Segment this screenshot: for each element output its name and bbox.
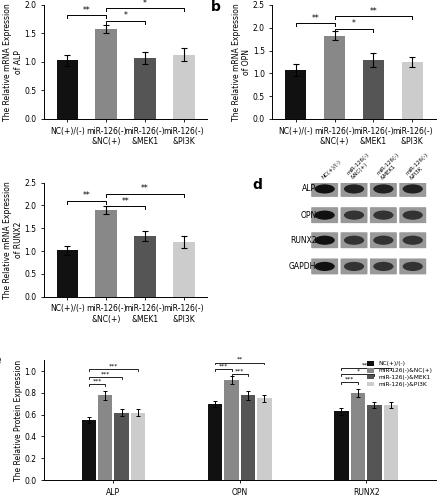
- Text: ***: ***: [345, 376, 354, 382]
- Ellipse shape: [315, 236, 335, 245]
- Text: RUNX2: RUNX2: [290, 236, 316, 244]
- Ellipse shape: [344, 184, 364, 194]
- Bar: [134, 58, 156, 119]
- Ellipse shape: [403, 236, 423, 245]
- FancyBboxPatch shape: [341, 181, 367, 197]
- Ellipse shape: [403, 262, 423, 271]
- FancyBboxPatch shape: [370, 232, 397, 248]
- Text: **: **: [237, 357, 243, 362]
- FancyBboxPatch shape: [399, 181, 426, 197]
- Legend: NC(+)/(-), miR-126(-)&NC(+), miR-126(-)&MEK1, miR-126(-)&PI3K: NC(+)/(-), miR-126(-)&NC(+), miR-126(-)&…: [365, 358, 435, 390]
- Bar: [57, 250, 78, 296]
- Bar: [81, 420, 96, 480]
- FancyBboxPatch shape: [311, 258, 338, 274]
- Text: *: *: [143, 0, 147, 8]
- FancyBboxPatch shape: [370, 181, 397, 197]
- Ellipse shape: [373, 236, 393, 245]
- FancyBboxPatch shape: [399, 232, 426, 248]
- Text: ***: ***: [109, 364, 118, 368]
- Ellipse shape: [315, 262, 335, 271]
- Ellipse shape: [373, 262, 393, 271]
- Y-axis label: The Relative mRNA Expression
of ALP: The Relative mRNA Expression of ALP: [4, 3, 23, 121]
- Ellipse shape: [403, 210, 423, 220]
- Ellipse shape: [344, 210, 364, 220]
- Bar: [241, 395, 255, 480]
- Bar: [367, 405, 381, 480]
- Ellipse shape: [403, 184, 423, 194]
- Text: miR-126(-)
&NC(+): miR-126(-) &NC(+): [346, 152, 375, 180]
- Text: b: b: [210, 0, 220, 14]
- Text: GAPDH: GAPDH: [289, 262, 316, 271]
- Text: miR-126(-)
&PI3K: miR-126(-) &PI3K: [405, 152, 433, 180]
- Bar: [324, 36, 345, 119]
- Text: ***: ***: [361, 362, 371, 368]
- Bar: [134, 236, 156, 296]
- Bar: [285, 70, 306, 119]
- Bar: [257, 398, 271, 480]
- Text: ***: ***: [92, 378, 102, 384]
- Bar: [173, 242, 194, 296]
- FancyBboxPatch shape: [399, 207, 426, 223]
- Bar: [384, 405, 398, 480]
- Text: *: *: [356, 369, 359, 374]
- Bar: [131, 412, 145, 480]
- Text: *: *: [124, 12, 128, 20]
- Text: ***: ***: [235, 369, 245, 374]
- Bar: [98, 395, 113, 480]
- Text: **: **: [311, 14, 319, 22]
- Text: **: **: [122, 197, 129, 206]
- Text: NC(+)/(-): NC(+)/(-): [321, 159, 342, 180]
- Bar: [95, 29, 117, 119]
- Ellipse shape: [344, 262, 364, 271]
- Y-axis label: The Relative Protein Expression: The Relative Protein Expression: [14, 360, 23, 480]
- Bar: [363, 60, 384, 119]
- Bar: [351, 393, 365, 480]
- Text: ***: ***: [101, 371, 110, 376]
- Ellipse shape: [315, 210, 335, 220]
- Ellipse shape: [373, 184, 393, 194]
- Bar: [95, 210, 117, 296]
- Y-axis label: The Relative mRNA Expression
of RUNX2: The Relative mRNA Expression of RUNX2: [4, 181, 23, 298]
- Y-axis label: The Relative mRNA Expression
of OPN: The Relative mRNA Expression of OPN: [232, 3, 251, 121]
- FancyBboxPatch shape: [341, 207, 367, 223]
- FancyBboxPatch shape: [311, 207, 338, 223]
- FancyBboxPatch shape: [370, 258, 397, 274]
- FancyBboxPatch shape: [311, 232, 338, 248]
- Bar: [114, 412, 129, 480]
- Text: miR-126(-)
&MEK1: miR-126(-) &MEK1: [376, 152, 404, 180]
- FancyBboxPatch shape: [341, 258, 367, 274]
- FancyBboxPatch shape: [311, 181, 338, 197]
- Text: **: **: [141, 184, 149, 194]
- FancyBboxPatch shape: [341, 232, 367, 248]
- Bar: [224, 380, 239, 480]
- Text: d: d: [253, 178, 263, 192]
- Bar: [402, 62, 423, 119]
- Text: **: **: [370, 7, 378, 16]
- Text: **: **: [83, 192, 91, 200]
- Ellipse shape: [315, 184, 335, 194]
- FancyBboxPatch shape: [370, 207, 397, 223]
- Text: **: **: [83, 6, 91, 15]
- Text: ALP: ALP: [302, 184, 316, 194]
- Text: *: *: [352, 19, 356, 28]
- Text: OPN: OPN: [300, 210, 316, 220]
- Bar: [208, 404, 222, 480]
- Bar: [57, 60, 78, 119]
- Bar: [173, 54, 194, 119]
- Bar: [334, 412, 349, 480]
- FancyBboxPatch shape: [399, 258, 426, 274]
- Ellipse shape: [373, 210, 393, 220]
- Text: ***: ***: [219, 364, 228, 368]
- Ellipse shape: [344, 236, 364, 245]
